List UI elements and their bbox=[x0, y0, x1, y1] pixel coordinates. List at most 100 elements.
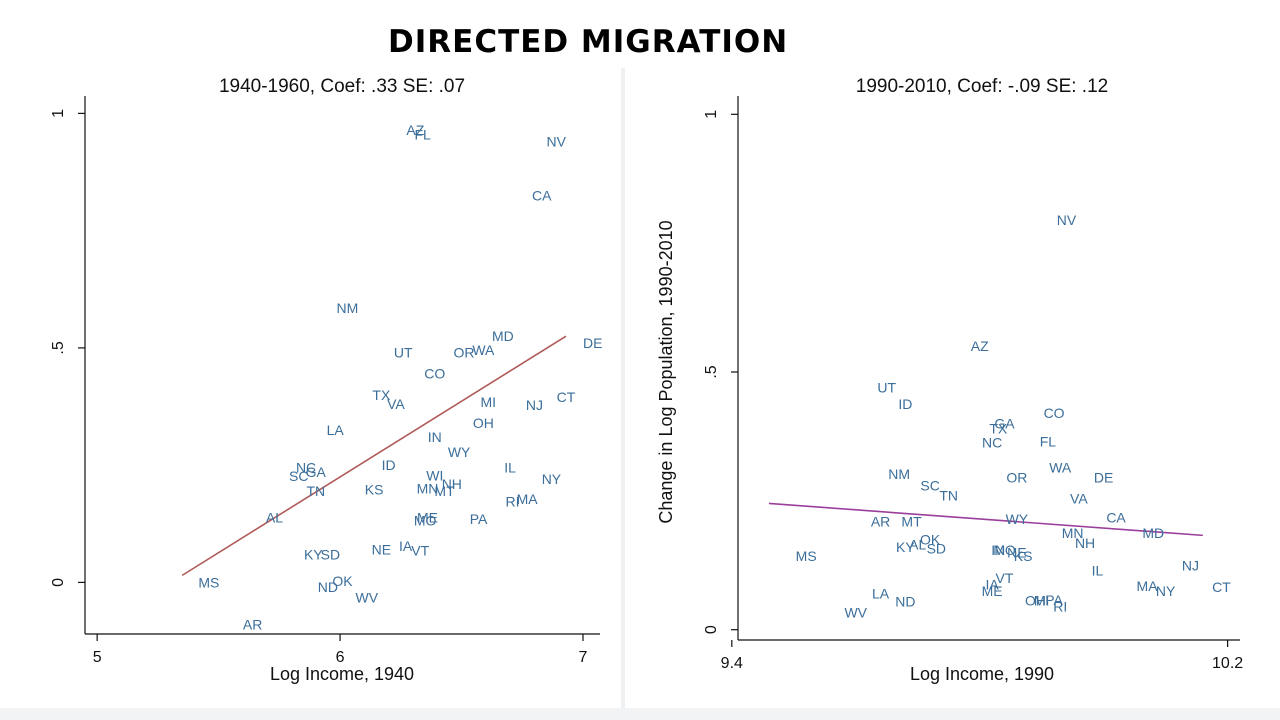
data-point-label: AL bbox=[266, 510, 283, 526]
data-point-label: TX bbox=[989, 421, 1008, 437]
fit-line bbox=[181, 335, 567, 577]
y-tick-label: 0 bbox=[703, 625, 720, 634]
data-point-label: MD bbox=[1142, 525, 1164, 541]
data-point-label: IL bbox=[504, 459, 516, 475]
data-point-label: AR bbox=[243, 617, 262, 633]
data-point-label: PA bbox=[470, 511, 488, 527]
data-point-label: DE bbox=[583, 335, 602, 351]
y-tick-label: 1 bbox=[703, 110, 720, 119]
data-point-label: MN bbox=[417, 481, 439, 497]
scatter-chart-1990-2010: 1990-2010, Coef: -.09 SE: .12 9.4 10.2 0 .5 1… bbox=[656, 76, 1243, 684]
data-point-label: AR bbox=[871, 513, 890, 529]
data-point-label: PA bbox=[1045, 592, 1063, 608]
data-point-label: CO bbox=[1044, 405, 1065, 421]
scatter-chart-1940-1960: 1940-1960, Coef: .33 SE: .07 5 6 7 0 .5 1 Log I… bbox=[50, 76, 602, 684]
x-tick-label: 9.4 bbox=[721, 655, 743, 672]
data-point-label: NC bbox=[296, 459, 316, 475]
data-point-label: MO bbox=[993, 542, 1016, 558]
data-point-label: ND bbox=[895, 593, 915, 609]
data-point-label: NE bbox=[1007, 544, 1026, 560]
data-point-label: NV bbox=[1057, 212, 1077, 228]
fit-line bbox=[768, 502, 1203, 537]
data-point-label: TN bbox=[939, 488, 958, 504]
data-point-label: ME bbox=[982, 583, 1003, 599]
data-point-label: GA bbox=[994, 416, 1015, 432]
chart-panel-1990-2010: 1990-2010, Coef: -.09 SE: .12 9.4 10.2 0 .5 1… bbox=[626, 68, 1280, 710]
data-point-label: MT bbox=[434, 483, 455, 499]
data-point-label: AZ bbox=[971, 338, 989, 354]
data-point-label: MA bbox=[517, 491, 539, 507]
data-point-label: MS bbox=[198, 574, 219, 590]
data-point-label: IA bbox=[985, 576, 999, 592]
data-point-label: FL bbox=[414, 126, 431, 142]
data-point-label: GA bbox=[306, 464, 327, 480]
data-point-label: CT bbox=[1212, 579, 1231, 595]
data-point-label: CO bbox=[424, 366, 445, 382]
data-point-label: MI bbox=[480, 394, 496, 410]
data-point-label: WV bbox=[844, 605, 867, 621]
data-point-label: OR bbox=[453, 345, 474, 361]
data-point-label: NH bbox=[1075, 535, 1095, 551]
data-point-label: AZ bbox=[406, 122, 424, 138]
data-point-label: NY bbox=[1156, 583, 1176, 599]
data-point-label: SD bbox=[321, 546, 340, 562]
chart-title: 1940-1960, Coef: .33 SE: .07 bbox=[219, 76, 465, 97]
data-point-label: NM bbox=[336, 300, 358, 316]
data-point-label: MO bbox=[414, 512, 437, 528]
data-point-label: IL bbox=[1092, 562, 1104, 578]
x-tick-label: 10.2 bbox=[1212, 655, 1243, 672]
x-tick-label: 5 bbox=[93, 649, 102, 666]
data-point-label: KS bbox=[365, 482, 384, 498]
data-point-label: NJ bbox=[1182, 557, 1199, 573]
data-point-label: ME bbox=[417, 510, 438, 526]
data-point-label: VT bbox=[996, 570, 1014, 586]
bottom-strip bbox=[0, 708, 1280, 720]
data-point-label: MA bbox=[1137, 578, 1159, 594]
data-point-label: KY bbox=[896, 539, 915, 555]
data-point-label: KS bbox=[1014, 548, 1033, 564]
data-point-label: TN bbox=[306, 483, 325, 499]
data-point-label: LA bbox=[327, 422, 345, 438]
data-point-label: OH bbox=[473, 415, 494, 431]
data-point-label: NV bbox=[547, 134, 567, 150]
data-point-label: MD bbox=[492, 328, 514, 344]
data-point-label: OK bbox=[920, 532, 941, 548]
x-axis-label: Log Income, 1990 bbox=[910, 664, 1054, 684]
data-point-label: IN bbox=[428, 429, 442, 445]
data-point-label: DE bbox=[1094, 470, 1113, 486]
x-tick-label: 6 bbox=[336, 649, 345, 666]
data-point-label: SC bbox=[289, 468, 308, 484]
data-point-label: VA bbox=[1070, 490, 1088, 506]
data-point-label: NE bbox=[372, 542, 391, 558]
data-point-label: CA bbox=[1106, 509, 1126, 525]
data-point-label: RI bbox=[1053, 599, 1067, 615]
data-point-label: WA bbox=[472, 342, 495, 358]
data-point-label: CT bbox=[557, 389, 576, 405]
y-axis-label: Change in Log Population, 1990-2010 bbox=[656, 220, 676, 523]
data-point-label: OK bbox=[332, 573, 353, 589]
data-point-label: NM bbox=[888, 466, 910, 482]
data-point-label: MS bbox=[796, 548, 817, 564]
data-point-label: MN bbox=[1062, 525, 1084, 541]
data-point-label: NJ bbox=[526, 397, 543, 413]
data-point-label: WY bbox=[448, 444, 471, 460]
data-point-label: CA bbox=[532, 187, 552, 203]
chart-panel-1940-1960: 1940-1960, Coef: .33 SE: .07 5 6 7 0 .5 1 Log I… bbox=[0, 68, 620, 710]
data-point-label: ID bbox=[382, 457, 396, 473]
y-tick-label: .5 bbox=[703, 365, 720, 378]
data-point-label: WY bbox=[1006, 511, 1029, 527]
data-point-label: AL bbox=[909, 537, 926, 553]
chart-title: 1990-2010, Coef: -.09 SE: .12 bbox=[856, 76, 1108, 97]
data-point-label: LA bbox=[872, 586, 890, 602]
data-point-label: SC bbox=[920, 477, 939, 493]
data-point-label: MT bbox=[901, 513, 922, 529]
data-point-label: ID bbox=[898, 396, 912, 412]
data-point-label: UT bbox=[394, 345, 413, 361]
data-point-label: VA bbox=[387, 396, 405, 412]
data-point-label: SD bbox=[927, 540, 946, 556]
data-point-label: NC bbox=[982, 435, 1002, 451]
data-point-label: WV bbox=[356, 589, 379, 605]
panel-divider bbox=[621, 68, 625, 710]
data-point-label: IA bbox=[399, 538, 413, 554]
x-tick-label: 7 bbox=[579, 649, 588, 666]
